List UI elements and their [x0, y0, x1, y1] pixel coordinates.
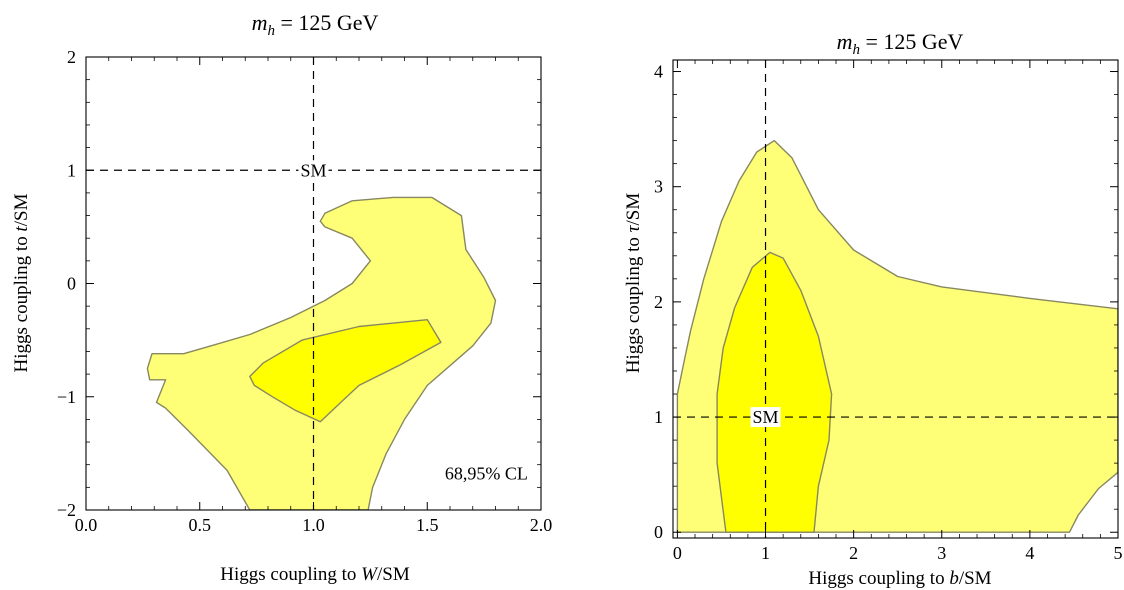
y-tick-label: 1 — [67, 160, 76, 180]
region-68 — [249, 319, 442, 423]
y-tick-label: 0 — [67, 274, 76, 294]
x-tick-label: 1 — [761, 543, 770, 563]
y-tick-label: 1 — [654, 407, 663, 427]
y-tick-label: −1 — [57, 387, 76, 407]
x-tick-label: 0.5 — [189, 515, 212, 535]
y-axis-label: Higgs coupling to t/SM — [11, 193, 32, 372]
chart-panel-2: SM 0 1 2 3 4 5 0 1 2 3 4 mh = 125 GeV Higgs coupling … — [623, 29, 1123, 589]
y-tick-label: −2 — [57, 500, 76, 520]
y-tick-label: 3 — [654, 177, 663, 197]
x-tick-label: 4 — [1025, 543, 1034, 563]
x-axis-label: Higgs coupling to b/SM — [808, 568, 991, 589]
x-tick-label: 2.0 — [530, 515, 553, 535]
y-tick-label: 2 — [654, 292, 663, 312]
sm-label-bg — [298, 160, 329, 181]
y-tick-label: 0 — [654, 522, 663, 542]
region-68 — [716, 251, 833, 533]
confidence-regions — [676, 139, 1118, 533]
y-axis-label: Higgs coupling to τ/SM — [623, 193, 644, 374]
y-tick-label: 2 — [67, 47, 76, 67]
sm-label: SM — [753, 407, 779, 427]
sm-label: SM — [300, 160, 326, 180]
plot-frame — [672, 59, 1119, 539]
chart-title: mh = 125 GeV — [837, 29, 964, 58]
chart-title: mh = 125 GeV — [252, 10, 379, 39]
x-tick-label: 5 — [1114, 543, 1123, 563]
x-axis-label: Higgs coupling to W/SM — [220, 564, 410, 585]
y-tick-label: 4 — [654, 62, 663, 82]
x-tick-label: 2 — [849, 543, 858, 563]
cl-annotation: 68,95% CL — [445, 463, 528, 483]
chart-panel-1: SM 0.0 0.5 1.0 1.5 2.0 −2 −1 0 1 2 mh = 125 GeV Higg… — [11, 10, 552, 585]
x-tick-label: 0 — [673, 543, 682, 563]
sm-label-bg — [750, 407, 781, 428]
x-tick-label: 3 — [937, 543, 946, 563]
x-tick-label: 0.0 — [75, 515, 98, 535]
confidence-regions — [146, 196, 497, 510]
x-tick-label: 1.5 — [416, 515, 439, 535]
x-tick-label: 1.0 — [302, 515, 325, 535]
